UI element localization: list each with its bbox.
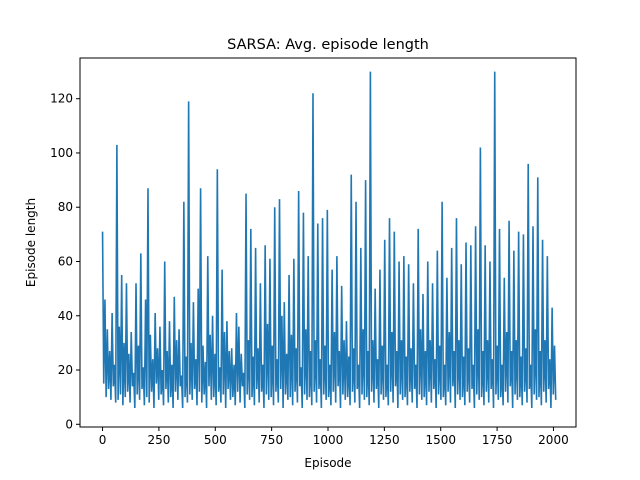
x-tick-label: 2000	[538, 433, 569, 447]
x-tick-label: 1000	[313, 433, 344, 447]
y-tick-label: 80	[58, 200, 73, 214]
x-axis-label: Episode	[304, 456, 351, 470]
x-tick-label: 1500	[425, 433, 456, 447]
y-tick-label: 40	[58, 309, 73, 323]
x-axis: 0 250 500 750 1000 1250 1500 1750 2000	[99, 427, 569, 447]
y-axis: 0 20 40 60 80 100 120	[50, 92, 80, 431]
y-tick-label: 0	[65, 417, 73, 431]
series-layer	[101, 71, 557, 409]
y-tick-label: 100	[50, 146, 73, 160]
x-tick-label: 1750	[482, 433, 513, 447]
chart-title: SARSA: Avg. episode length	[227, 37, 429, 53]
y-tick-label: 120	[50, 92, 73, 106]
y-axis-label: Episode length	[24, 198, 38, 287]
x-tick-label: 250	[147, 433, 170, 447]
x-tick-label: 1250	[369, 433, 400, 447]
x-tick-label: 0	[99, 433, 107, 447]
y-tick-label: 60	[58, 254, 73, 268]
y-tick-label: 20	[58, 363, 73, 377]
x-tick-label: 500	[204, 433, 227, 447]
series-line-0	[101, 71, 557, 409]
x-tick-label: 750	[260, 433, 283, 447]
